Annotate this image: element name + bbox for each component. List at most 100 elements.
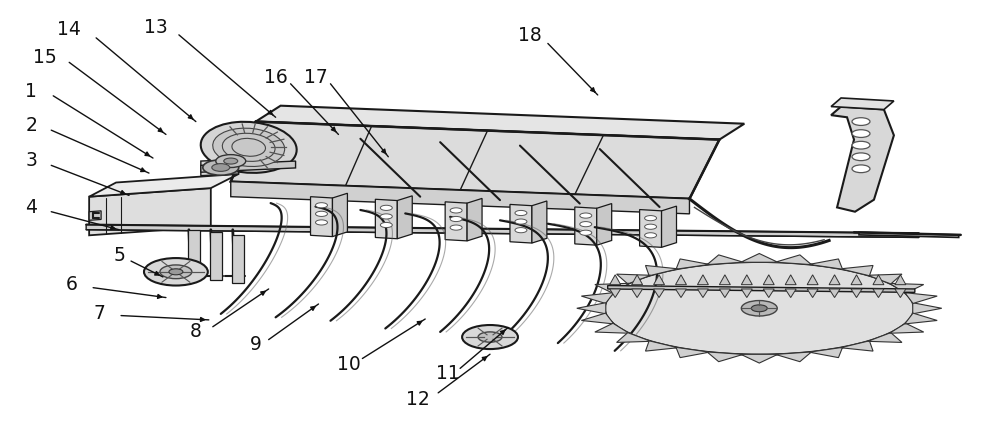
Text: 7: 7 xyxy=(93,305,105,324)
Polygon shape xyxy=(895,275,906,285)
Polygon shape xyxy=(617,274,651,284)
Circle shape xyxy=(515,210,527,216)
Text: 9: 9 xyxy=(250,335,262,354)
Polygon shape xyxy=(676,259,709,269)
Circle shape xyxy=(316,211,327,216)
Circle shape xyxy=(852,118,870,125)
Text: 5: 5 xyxy=(113,246,125,265)
Circle shape xyxy=(852,153,870,161)
Text: 4: 4 xyxy=(25,198,37,217)
Polygon shape xyxy=(375,199,397,239)
Ellipse shape xyxy=(213,128,285,166)
Polygon shape xyxy=(905,292,937,303)
Circle shape xyxy=(316,220,327,225)
Circle shape xyxy=(852,141,870,149)
Polygon shape xyxy=(785,289,796,298)
Circle shape xyxy=(144,258,208,286)
Polygon shape xyxy=(840,341,873,351)
Polygon shape xyxy=(89,174,239,197)
Circle shape xyxy=(515,219,527,224)
Polygon shape xyxy=(188,230,200,278)
Text: 6: 6 xyxy=(65,275,77,294)
Polygon shape xyxy=(763,289,774,298)
Polygon shape xyxy=(467,198,482,241)
Polygon shape xyxy=(617,333,651,343)
Text: 16: 16 xyxy=(264,68,288,87)
Circle shape xyxy=(478,332,502,342)
Polygon shape xyxy=(707,255,743,265)
Text: 8: 8 xyxy=(190,321,202,340)
Polygon shape xyxy=(86,225,919,238)
Polygon shape xyxy=(256,106,744,140)
Circle shape xyxy=(645,233,657,238)
Polygon shape xyxy=(868,274,902,284)
Polygon shape xyxy=(577,303,606,314)
Polygon shape xyxy=(829,289,840,298)
Polygon shape xyxy=(741,254,778,262)
Polygon shape xyxy=(89,211,101,220)
Polygon shape xyxy=(741,289,752,298)
Polygon shape xyxy=(719,275,730,285)
Text: 3: 3 xyxy=(25,151,37,170)
Polygon shape xyxy=(232,235,244,283)
Polygon shape xyxy=(595,283,629,293)
Polygon shape xyxy=(873,289,884,298)
Circle shape xyxy=(852,165,870,173)
Circle shape xyxy=(212,164,230,172)
Circle shape xyxy=(203,160,239,175)
Polygon shape xyxy=(595,323,629,333)
Polygon shape xyxy=(662,206,677,248)
Polygon shape xyxy=(785,275,796,285)
Ellipse shape xyxy=(201,122,297,173)
Polygon shape xyxy=(654,289,665,298)
Polygon shape xyxy=(809,259,843,269)
Circle shape xyxy=(160,265,192,279)
Polygon shape xyxy=(890,323,924,333)
Polygon shape xyxy=(210,232,222,280)
Polygon shape xyxy=(201,161,296,172)
Polygon shape xyxy=(597,203,612,245)
Text: 18: 18 xyxy=(518,26,542,45)
Polygon shape xyxy=(676,347,709,358)
Polygon shape xyxy=(645,341,678,351)
Ellipse shape xyxy=(605,262,914,355)
Polygon shape xyxy=(581,292,614,303)
Polygon shape xyxy=(575,207,597,245)
Polygon shape xyxy=(610,275,621,285)
Polygon shape xyxy=(913,303,942,314)
Polygon shape xyxy=(719,289,730,298)
Circle shape xyxy=(380,214,392,219)
Polygon shape xyxy=(697,289,708,298)
Ellipse shape xyxy=(232,138,265,156)
Circle shape xyxy=(852,130,870,137)
Circle shape xyxy=(741,301,777,316)
Text: 1: 1 xyxy=(25,82,37,101)
Circle shape xyxy=(169,269,183,275)
Text: 15: 15 xyxy=(33,48,57,67)
Circle shape xyxy=(645,224,657,229)
Polygon shape xyxy=(532,201,547,243)
Polygon shape xyxy=(763,275,774,285)
Polygon shape xyxy=(873,275,884,285)
Text: 11: 11 xyxy=(436,365,460,384)
Circle shape xyxy=(450,225,462,230)
Text: 2: 2 xyxy=(25,116,37,135)
Polygon shape xyxy=(632,275,643,285)
Polygon shape xyxy=(905,313,937,324)
Circle shape xyxy=(224,158,238,164)
Polygon shape xyxy=(775,352,811,362)
Polygon shape xyxy=(632,289,643,298)
Polygon shape xyxy=(840,265,873,276)
Polygon shape xyxy=(809,347,843,358)
Circle shape xyxy=(580,222,592,227)
Polygon shape xyxy=(89,188,211,235)
Circle shape xyxy=(450,208,462,213)
Polygon shape xyxy=(741,275,752,285)
Polygon shape xyxy=(851,275,862,285)
Circle shape xyxy=(380,205,392,210)
Circle shape xyxy=(515,228,527,233)
Polygon shape xyxy=(890,283,924,293)
Polygon shape xyxy=(831,107,894,212)
Polygon shape xyxy=(510,204,532,243)
Polygon shape xyxy=(868,333,902,343)
